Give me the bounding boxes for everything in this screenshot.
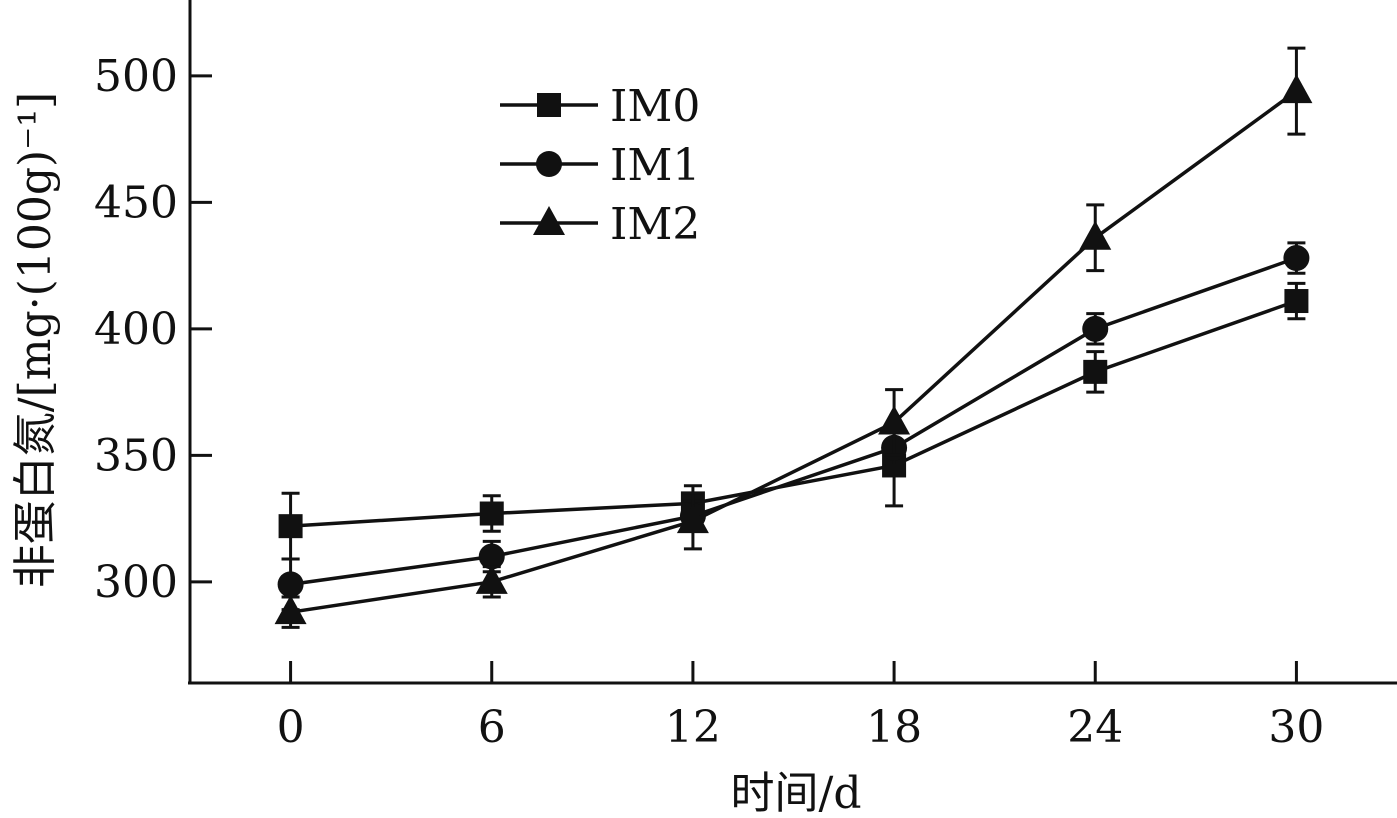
- y-tick-label: 400: [94, 304, 178, 355]
- data-point-IM0: [1284, 289, 1309, 314]
- data-point-IM1: [1082, 315, 1109, 342]
- legend-label-IM0: IM0: [610, 81, 700, 132]
- series-line-IM1: [290, 256, 1297, 587]
- data-point-IM2: [1079, 220, 1112, 250]
- legend-marker-IM0: [537, 93, 561, 117]
- data-point-IM1: [277, 571, 304, 598]
- y-axis-ticks: 300 350 400 450 500: [94, 51, 212, 608]
- y-tick-label: 450: [94, 177, 178, 228]
- data-point-IM2: [1280, 74, 1313, 104]
- data-point-IM0: [479, 501, 504, 526]
- x-tick-label: 18: [866, 702, 922, 753]
- y-tick-label: 500: [94, 51, 178, 102]
- data-point-IM1: [478, 543, 505, 570]
- series-layer: [274, 46, 1313, 629]
- data-point-IM1: [1283, 245, 1310, 272]
- series-line-IM0: [290, 299, 1297, 528]
- x-tick-label: 6: [478, 702, 506, 753]
- x-axis-ticks: 0 6 12 18 24 30: [277, 661, 1324, 753]
- series-IM2: [274, 46, 1313, 629]
- data-point-IM0: [278, 514, 303, 539]
- y-tick-label: 300: [94, 557, 178, 608]
- y-axis-title: 非蛋白氮/[mg·(100g)⁻¹]: [10, 92, 61, 588]
- legend: IM0 IM1 IM2: [500, 81, 700, 250]
- x-tick-label: 12: [665, 702, 721, 753]
- series-IM0: [278, 281, 1309, 561]
- data-point-IM0: [1083, 359, 1108, 384]
- series-IM1: [277, 241, 1310, 612]
- data-point-IM2: [878, 405, 911, 435]
- series-line-IM2: [290, 89, 1298, 614]
- x-tick-label: 30: [1268, 702, 1324, 753]
- legend-label-IM1: IM1: [610, 140, 700, 191]
- x-tick-label: 24: [1067, 702, 1123, 753]
- data-point-IM2: [676, 504, 709, 534]
- data-point-IM2: [475, 564, 508, 594]
- x-tick-label: 0: [277, 702, 305, 753]
- axes: [188, 0, 1397, 685]
- data-point-IM2: [274, 595, 307, 625]
- x-axis-title: 时间/d: [731, 768, 862, 818]
- legend-label-IM2: IM2: [610, 199, 700, 250]
- legend-marker-IM2: [533, 206, 565, 235]
- legend-marker-IM1: [536, 151, 562, 177]
- y-tick-label: 350: [94, 430, 178, 481]
